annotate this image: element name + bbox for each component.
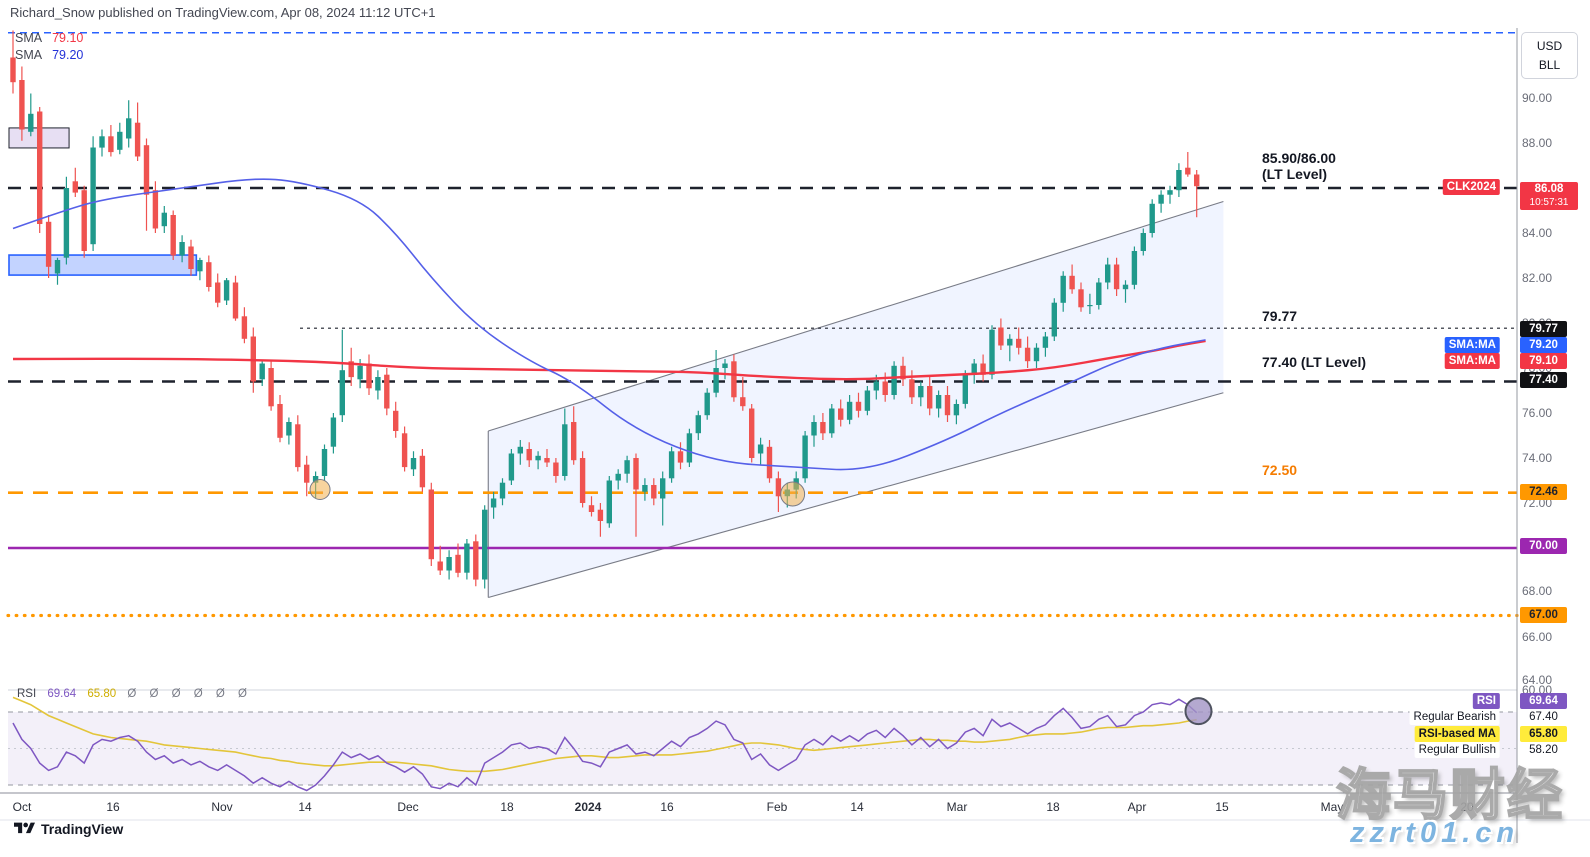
rsi-legend: RSI 69.64 65.80 Ø Ø Ø Ø Ø Ø bbox=[17, 688, 260, 700]
time-tick: 14 bbox=[850, 800, 864, 814]
time-tick: 18 bbox=[1046, 800, 1060, 814]
time-tick: 16 bbox=[106, 800, 120, 814]
tradingview-logo-icon bbox=[14, 820, 35, 837]
time-tick: 20 bbox=[1460, 800, 1474, 814]
rsi-value-badge: 69.64 bbox=[1520, 693, 1567, 709]
annotation-level-7250: 72.50 bbox=[1262, 462, 1298, 478]
time-tick: May bbox=[1320, 800, 1344, 814]
price-tick: 82.00 bbox=[1522, 271, 1553, 285]
price-tick: 64.00 bbox=[1522, 673, 1553, 687]
time-tick: 14 bbox=[298, 800, 312, 814]
sma-fast-value-badge: 79.10 bbox=[1520, 353, 1567, 369]
price-tick: 76.00 bbox=[1522, 406, 1553, 420]
symbol-badge: CLK2024 bbox=[1442, 179, 1500, 195]
time-tick: 15 bbox=[1215, 800, 1229, 814]
rsi-ma-name-badge: RSI-based MA bbox=[1414, 726, 1500, 742]
price-tick: 66.00 bbox=[1522, 630, 1553, 644]
sma-slow-value-badge: 79.20 bbox=[1520, 337, 1567, 353]
rsi-ma-value: 65.80 bbox=[87, 688, 117, 700]
time-tick: Mar bbox=[946, 800, 968, 814]
sma-slow-name-badge: SMA:MA bbox=[1444, 337, 1500, 353]
level-badge-7000: 70.00 bbox=[1520, 538, 1567, 554]
time-tick: 2024 bbox=[574, 800, 602, 814]
price-tick: 84.00 bbox=[1522, 226, 1553, 240]
annotation-level-86: 85.90/86.00 (LT Level) bbox=[1262, 150, 1336, 182]
unit-label: BLL bbox=[1538, 57, 1561, 72]
time-tick: 16 bbox=[660, 800, 674, 814]
sma-legend: SMA 79.10 SMA 79.20 bbox=[15, 30, 83, 64]
sma-slow-legend-row: SMA 79.20 bbox=[15, 47, 83, 64]
level-badge-6700: 67.00 bbox=[1520, 607, 1567, 623]
rsi-label: RSI bbox=[17, 688, 37, 700]
rsi-value: 69.64 bbox=[47, 688, 77, 700]
sma-fast-label: SMA bbox=[15, 31, 43, 45]
regular-bullish-value: 58.20 bbox=[1529, 744, 1558, 756]
watermark-url: zzrt01.cn bbox=[1350, 817, 1520, 849]
tradingview-logo[interactable]: TradingView bbox=[14, 820, 123, 837]
level-badge-7740: 77.40 bbox=[1520, 372, 1567, 388]
time-tick: Feb bbox=[766, 800, 788, 814]
regular-bearish-value: 67.40 bbox=[1529, 711, 1558, 723]
time-tick: Apr bbox=[1127, 800, 1147, 814]
sma-fast-legend-row: SMA 79.10 bbox=[15, 30, 83, 47]
annotation-level-7977: 79.77 bbox=[1262, 308, 1298, 324]
price-tick: 68.00 bbox=[1522, 584, 1553, 598]
sma-fast-value: 79.10 bbox=[52, 31, 84, 45]
currency-label: USD bbox=[1536, 39, 1563, 54]
regular-bearish-label: Regular Bearish bbox=[1409, 709, 1500, 725]
price-tick: 88.00 bbox=[1522, 136, 1553, 150]
sma-slow-value: 79.20 bbox=[52, 48, 84, 62]
tradingview-logo-text: TradingView bbox=[41, 820, 124, 837]
rsi-name-badge: RSI bbox=[1472, 693, 1500, 709]
level-badge-7246: 72.46 bbox=[1520, 484, 1567, 500]
price-tick: 90.00 bbox=[1522, 91, 1553, 105]
time-tick: Dec bbox=[397, 800, 419, 814]
currency-unit-selector: USD BLL bbox=[1521, 32, 1578, 79]
rsi-ma-value-badge: 65.80 bbox=[1520, 726, 1567, 742]
time-tick: Oct bbox=[12, 800, 32, 814]
price-tick: 74.00 bbox=[1522, 451, 1553, 465]
annotation-level-7740: 77.40 (LT Level) bbox=[1262, 354, 1367, 370]
time-tick: Nov bbox=[211, 800, 233, 814]
rsi-params: Ø Ø Ø Ø Ø Ø bbox=[127, 688, 252, 700]
sma-slow-label: SMA bbox=[15, 48, 43, 62]
level-badge-7977: 79.77 bbox=[1520, 321, 1567, 337]
last-price-badge: 86.08 10:57:31 bbox=[1520, 182, 1578, 210]
publish-attribution: Richard_Snow published on TradingView.co… bbox=[10, 5, 436, 20]
regular-bullish-label: Regular Bullish bbox=[1414, 742, 1500, 758]
sma-fast-name-badge: SMA:MA bbox=[1444, 353, 1500, 369]
watermark-cjk: 海马财经 bbox=[1335, 763, 1565, 827]
time-tick: 18 bbox=[500, 800, 514, 814]
